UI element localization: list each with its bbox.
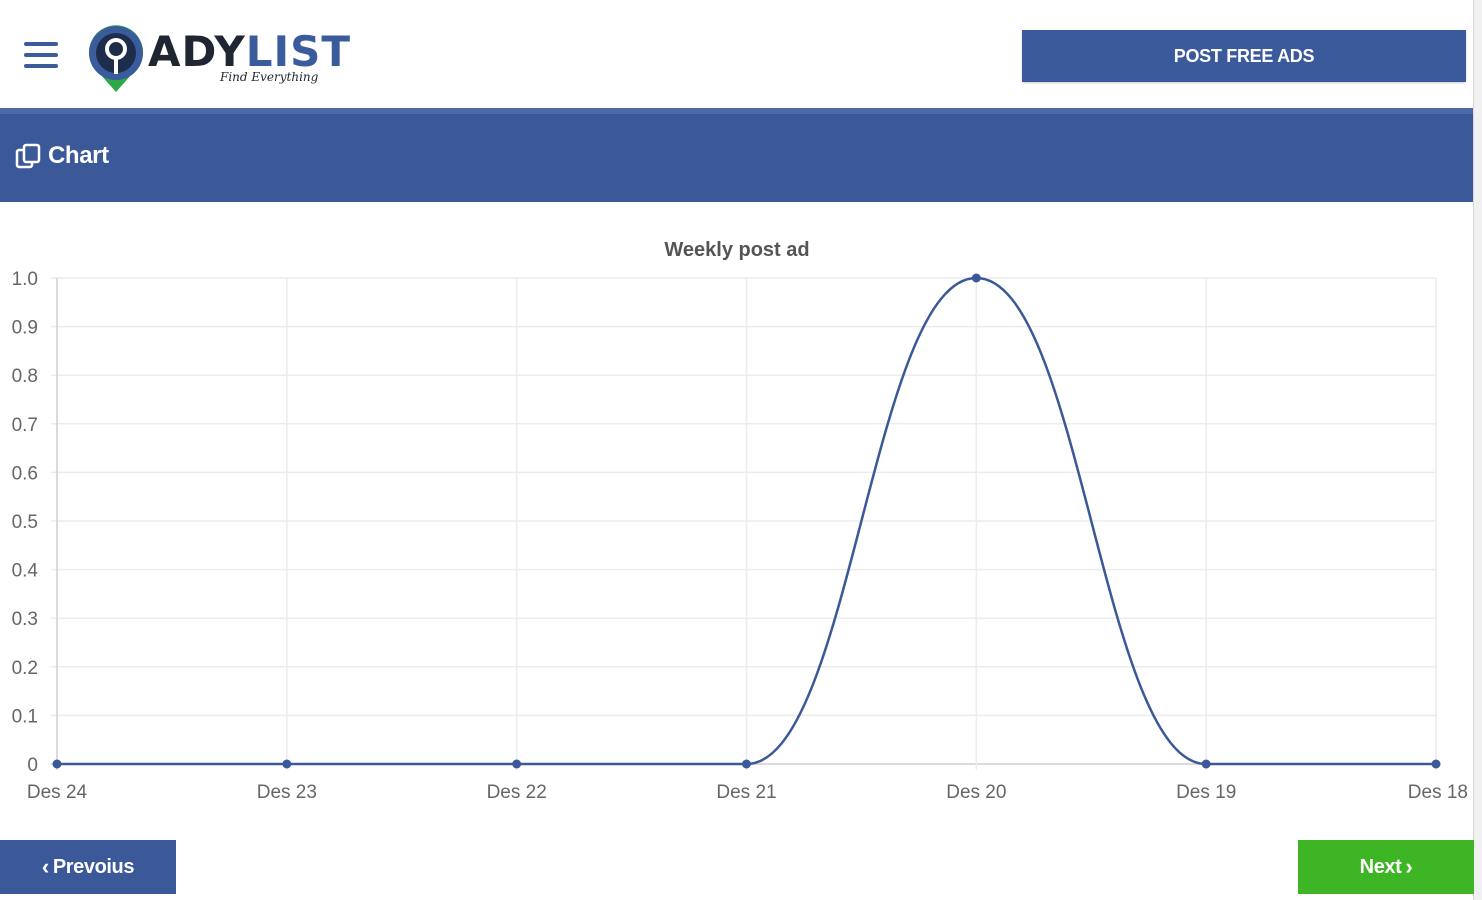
y-tick-label: 0.5 (12, 512, 38, 533)
x-tick-label: Des 21 (716, 782, 776, 803)
next-button[interactable]: Next › (1298, 840, 1474, 894)
y-tick-label: 0.8 (12, 366, 38, 387)
brand-logo[interactable]: ADYLIST Find Everything (86, 22, 350, 94)
x-tick-label: Des 18 (1408, 782, 1468, 803)
data-point (742, 759, 751, 769)
x-tick-label: Des 23 (257, 782, 317, 803)
section-header: Chart (0, 108, 1474, 202)
x-axis-ticks: Des 24 Des 23 Des 22 Des 21 Des 20 Des 19 Des … (27, 782, 1468, 803)
top-bar: ADYLIST Find Everything POST FREE ADS (0, 0, 1474, 108)
x-tick-label: Des 22 (487, 782, 547, 803)
y-tick-label: 0.2 (12, 658, 38, 679)
section-title: Chart (14, 142, 109, 170)
y-tick-label: 0.3 (12, 609, 38, 630)
previous-label: Prevoius (52, 855, 135, 878)
y-tick-label: 0.7 (12, 415, 38, 436)
chevron-right-icon: › (1405, 854, 1413, 879)
chart-title: Weekly post ad (664, 239, 809, 261)
series-line (56, 276, 1436, 766)
data-point (282, 759, 292, 769)
x-tick-label: Des 24 (27, 782, 88, 803)
next-label: Next (1359, 855, 1402, 878)
brand-name: ADYLIST (148, 28, 351, 76)
data-point (512, 759, 522, 769)
data-point (971, 273, 981, 283)
section-title-text: Chart (48, 142, 109, 169)
weekly-post-ad-chart: Weekly post ad 0 0.1 0.2 0.3 0.4 0.5 0.6 0.7 0.8… (12, 239, 1468, 803)
y-tick-label: 0 (27, 755, 38, 776)
y-tick-label: 0.1 (12, 706, 38, 727)
y-tick-label: 0.4 (12, 561, 39, 582)
y-tick-label: 0.9 (12, 318, 38, 339)
brand-name-blue: LIST (245, 27, 352, 76)
brand-tagline: Find Everything (220, 70, 319, 84)
x-tick-label: Des 19 (1176, 782, 1236, 803)
chart-grid (51, 277, 1437, 770)
chart-series (52, 273, 1441, 769)
post-free-ads-button[interactable]: POST FREE ADS (1022, 30, 1466, 82)
y-axis-ticks: 0 0.1 0.2 0.3 0.4 0.5 0.6 0.7 0.8 0.9 1.0 (12, 269, 39, 776)
hamburger-icon[interactable] (24, 42, 58, 72)
brand-name-dark: ADY (148, 27, 246, 76)
data-point (1431, 759, 1441, 769)
y-tick-label: 0.6 (12, 463, 38, 484)
location-pin-icon (89, 25, 143, 92)
chevron-left-icon: ‹ (41, 854, 49, 879)
data-point (52, 759, 62, 769)
chart-copy-icon (15, 143, 41, 169)
y-tick-label: 1.0 (12, 269, 38, 290)
scrollbar[interactable] (1473, 0, 1482, 900)
x-tick-label: Des 20 (946, 782, 1006, 803)
previous-button[interactable]: ‹ Prevoius (0, 840, 176, 894)
data-point (1201, 759, 1211, 769)
